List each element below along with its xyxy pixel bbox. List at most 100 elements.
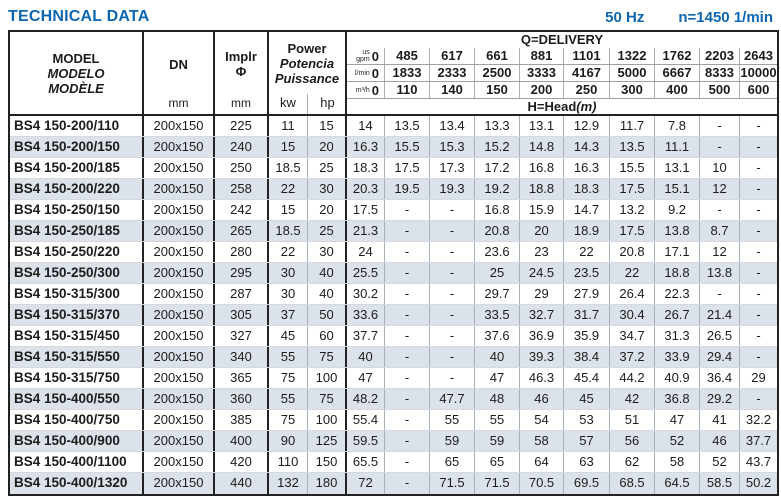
power-label-es: Potencia <box>279 55 335 71</box>
head-value-cell: 58 <box>655 452 700 472</box>
delivery-col-header: 1101 <box>564 48 610 64</box>
model-cell: BS4 150-250/300 <box>10 263 144 283</box>
head-value-cell: 22 <box>564 242 610 262</box>
delivery-col-header: 500 <box>700 82 740 98</box>
head-value-cell: 18.3 <box>347 158 385 178</box>
delivery-col-header: 110 <box>385 82 430 98</box>
head-value-cell: 29.4 <box>700 347 740 367</box>
head-value-cell: 17.1 <box>655 242 700 262</box>
head-value-cell: 59 <box>430 431 475 451</box>
table-row: BS4 150-315/300 200x150 287 30 40 30.2- -29.7 2… <box>10 284 777 305</box>
impeller-unit: mm <box>231 96 251 110</box>
impeller-cell: 287 <box>215 284 269 304</box>
head-value-cell: - <box>430 242 475 262</box>
power-kw-cell: 75 <box>269 368 308 388</box>
head-value-cell: 25 <box>475 263 520 283</box>
head-value-cell: - <box>430 221 475 241</box>
head-value-cell: 26.5 <box>700 326 740 346</box>
head-value-cell: 65.5 <box>347 452 385 472</box>
model-column-header: MODEL MODELO MODÈLE <box>10 32 144 114</box>
operating-conditions: 50 Hz n=1450 1/min <box>605 9 777 26</box>
head-value-cell: - <box>430 200 475 220</box>
head-value-cell: - <box>756 202 761 217</box>
head-value-cell: 11.1 <box>655 137 700 157</box>
head-value-cell: 18.8 <box>520 179 564 199</box>
head-value-cell: 26.4 <box>610 284 655 304</box>
head-value-cell: 13.1 <box>520 116 564 136</box>
head-value-cell: - <box>385 473 430 494</box>
head-value-cell: 17.5 <box>610 179 655 199</box>
table-row: BS4 150-250/220 200x150 280 22 30 24- -23.6 23 2… <box>10 242 777 263</box>
table-row: BS4 150-200/150 200x150 240 15 20 16.3 15.5 15.… <box>10 137 777 158</box>
head-value-cell: - <box>385 431 430 451</box>
head-value-cell: - <box>756 349 761 364</box>
dn-cell: 200x150 <box>144 284 215 304</box>
head-value-cell: - <box>756 160 761 175</box>
head-value-cell: - <box>430 368 475 388</box>
head-value-cell: 16.3 <box>347 137 385 157</box>
delivery-col-header: 1322 <box>610 48 655 64</box>
head-value-cell: 31.7 <box>564 305 610 325</box>
head-value-cell: 51 <box>610 410 655 430</box>
power-hp-cell: 75 <box>308 389 347 409</box>
head-title-text: H=Head <box>527 99 577 114</box>
head-value-cell: 29 <box>520 284 564 304</box>
head-value-cell: 15.2 <box>475 137 520 157</box>
head-value-cell: 33.9 <box>655 347 700 367</box>
head-value-cell: 21.3 <box>347 221 385 241</box>
delivery-col-header: 2333 <box>430 65 475 81</box>
model-cell: BS4 150-200/185 <box>10 158 144 178</box>
table-row: BS4 150-200/110 200x150 225 11 15 14 13.5 13.4 1… <box>10 116 777 137</box>
impeller-cell: 360 <box>215 389 269 409</box>
impeller-cell: 327 <box>215 326 269 346</box>
delivery-col-header: 8333 <box>700 65 740 81</box>
power-kw-cell: 22 <box>269 179 308 199</box>
head-value-cell: 64.5 <box>655 473 700 494</box>
model-cell: BS4 150-250/185 <box>10 221 144 241</box>
head-value-cell: 16.8 <box>520 158 564 178</box>
table-row: BS4 150-400/900 200x150 400 90 125 59.5-59 59 5… <box>10 431 777 452</box>
head-value-cell: 18.3 <box>564 179 610 199</box>
impeller-cell: 250 <box>215 158 269 178</box>
power-hp-cell: 40 <box>308 284 347 304</box>
head-value-cell: 33.6 <box>347 305 385 325</box>
head-value-cell: 36.9 <box>520 326 564 346</box>
dn-column-header: DN mm <box>144 32 215 114</box>
dn-cell: 200x150 <box>144 431 215 451</box>
head-value-cell: 32.2 <box>745 412 772 427</box>
head-value-cell: 40 <box>475 347 520 367</box>
delivery-title: Q=DELIVERY <box>520 32 604 47</box>
table-row: BS4 150-250/300 200x150 295 30 40 25.5- -25 24.… <box>10 263 777 284</box>
table-row: BS4 150-315/450 200x150 327 45 60 37.7- -37.6 3… <box>10 326 777 347</box>
impeller-cell: 280 <box>215 242 269 262</box>
head-value-cell: - <box>700 137 740 157</box>
delivery-col-header: 3333 <box>520 65 564 81</box>
speed-label: n=1450 1/min <box>678 8 773 26</box>
head-value-cell: 16.3 <box>564 158 610 178</box>
head-value-cell: 13.5 <box>385 116 430 136</box>
impeller-cell: 258 <box>215 179 269 199</box>
power-kw-cell: 90 <box>269 431 308 451</box>
head-value-cell: - <box>385 305 430 325</box>
model-cell: BS4 150-200/110 <box>10 116 144 136</box>
power-hp-cell: 125 <box>308 431 347 451</box>
power-hp-cell: 25 <box>308 221 347 241</box>
head-value-cell: 16.8 <box>475 200 520 220</box>
page-title: TECHNICAL DATA <box>8 8 150 25</box>
head-value-cell: 47 <box>347 368 385 388</box>
impeller-cell: 340 <box>215 347 269 367</box>
head-value-cell: 62 <box>610 452 655 472</box>
dn-cell: 200x150 <box>144 305 215 325</box>
head-value-cell: 13.1 <box>655 158 700 178</box>
table-row: BS4 150-400/750 200x150 385 75 100 55.4-55 55 5… <box>10 410 777 431</box>
model-cell: BS4 150-400/1320 <box>10 473 144 494</box>
head-value-cell: 29.2 <box>700 389 740 409</box>
dn-cell: 200x150 <box>144 410 215 430</box>
dn-cell: 200x150 <box>144 347 215 367</box>
power-kw-cell: 11 <box>269 116 308 136</box>
head-value-cell: 9.2 <box>655 200 700 220</box>
head-value-cell: 48 <box>475 389 520 409</box>
head-value-cell: 64 <box>520 452 564 472</box>
power-kw-cell: 55 <box>269 389 308 409</box>
